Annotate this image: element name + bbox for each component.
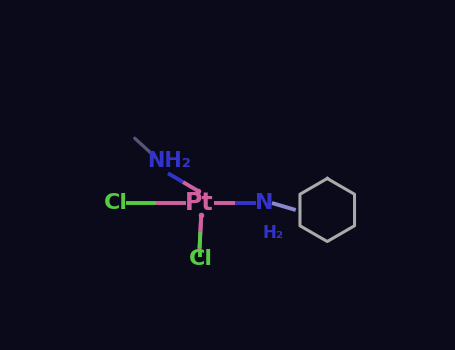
Text: Cl: Cl: [188, 249, 212, 269]
Text: NH₂: NH₂: [147, 151, 191, 171]
Text: N: N: [255, 193, 273, 213]
Text: Pt: Pt: [185, 191, 214, 215]
Text: H₂: H₂: [263, 224, 283, 242]
Text: Cl: Cl: [103, 193, 127, 213]
